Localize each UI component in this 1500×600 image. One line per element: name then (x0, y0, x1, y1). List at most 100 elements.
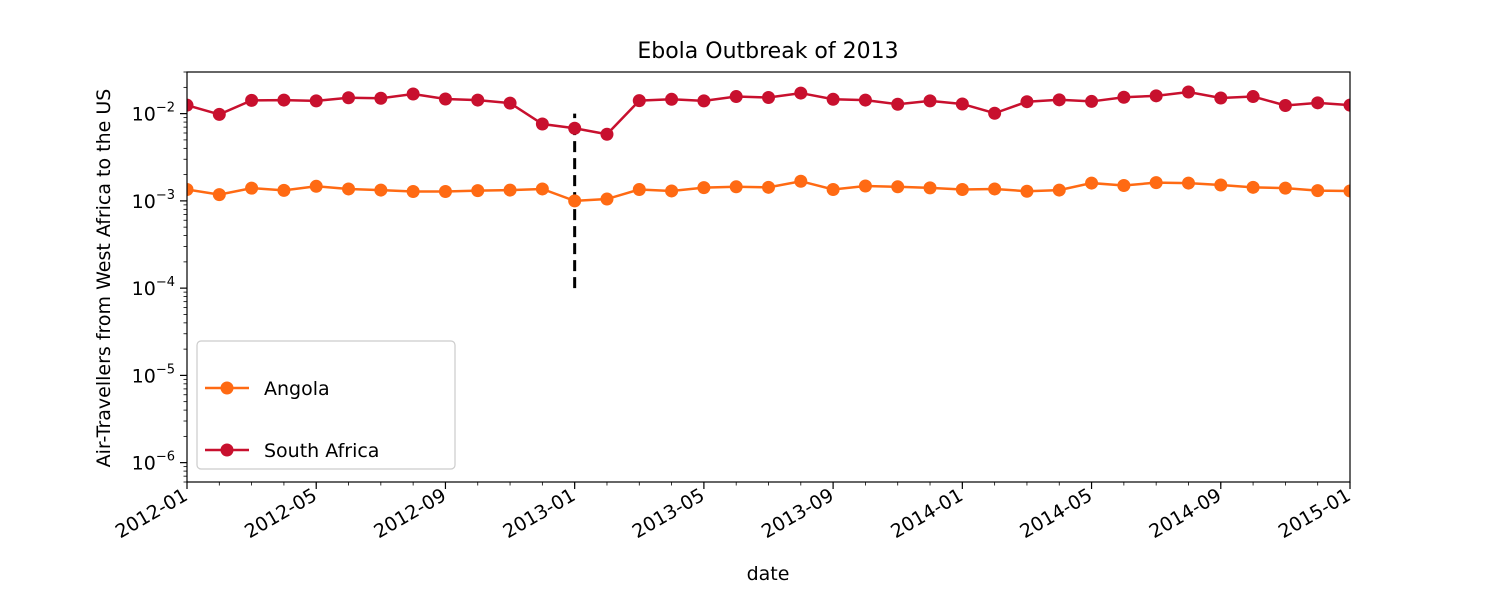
data-point (729, 180, 743, 194)
legend-marker (220, 381, 234, 395)
x-tick-label: 2012-01 (112, 484, 192, 543)
y-tick-label: 10−4 (132, 275, 175, 300)
data-point (342, 91, 356, 105)
x-tick-label: 2014-01 (887, 484, 967, 543)
data-point (826, 92, 840, 106)
x-tick-label: 2013-01 (499, 484, 579, 543)
data-point (1181, 85, 1195, 99)
data-point (794, 174, 808, 188)
data-point (762, 180, 775, 194)
data-point (406, 185, 420, 199)
data-point (600, 192, 614, 206)
data-point (245, 181, 259, 195)
data-point (988, 106, 1002, 120)
data-point (826, 183, 840, 197)
data-point (1052, 93, 1066, 107)
data-point (1117, 90, 1131, 104)
series-group (187, 85, 1350, 289)
legend-marker (220, 443, 234, 457)
data-point (1278, 181, 1292, 195)
data-point (212, 107, 226, 121)
data-point (1052, 183, 1066, 197)
y-axis-label: Air-Travellers from West Africa to the U… (93, 89, 115, 468)
data-point (309, 179, 323, 193)
data-point (438, 185, 452, 199)
legend: Angola South Africa (196, 340, 456, 470)
legend-label: South Africa (264, 440, 379, 462)
x-tick-label: 2013-09 (758, 484, 838, 543)
data-point (374, 91, 388, 105)
data-point (438, 92, 452, 106)
x-tick-label: 2015-01 (1275, 484, 1355, 543)
data-point (1181, 176, 1195, 190)
data-point (187, 183, 194, 197)
data-point (503, 183, 517, 197)
data-point (632, 94, 646, 108)
y-tick-label: 10−5 (132, 362, 175, 387)
data-point (1343, 98, 1350, 112)
data-point (187, 98, 194, 112)
data-point (891, 180, 905, 194)
data-point (891, 97, 905, 111)
data-point (1149, 89, 1163, 103)
data-point (1343, 184, 1350, 198)
x-axis-label: date (747, 563, 790, 585)
chart-title: Ebola Outbreak of 2013 (637, 39, 898, 64)
plot-area: 10−6 10−5 10−4 10−3 10−2 2012-01 2012-05 2012-0… (112, 71, 1355, 543)
data-point (762, 91, 775, 105)
legend-box (196, 340, 456, 470)
data-point (471, 93, 485, 107)
data-point (1020, 184, 1034, 198)
data-point (406, 87, 420, 101)
y-tick-label: 10−6 (132, 450, 175, 475)
data-point (955, 97, 969, 111)
data-point (1311, 96, 1325, 110)
x-tick-label: 2014-09 (1146, 484, 1226, 543)
data-point (1214, 91, 1228, 105)
data-point (858, 93, 872, 107)
data-point (245, 93, 259, 107)
data-point (1246, 180, 1260, 194)
y-tick-label: 10−3 (132, 188, 175, 213)
x-tick-label: 2012-05 (241, 484, 321, 543)
data-point (632, 183, 646, 197)
data-point (568, 121, 582, 135)
data-point (1278, 98, 1292, 112)
data-point (1085, 94, 1099, 108)
data-point (955, 183, 969, 197)
data-point (600, 127, 614, 141)
data-point (503, 96, 517, 110)
data-point (923, 181, 937, 195)
data-point (988, 182, 1002, 196)
data-point (665, 184, 679, 198)
data-point (1020, 95, 1034, 109)
data-point (1149, 176, 1163, 190)
data-point (1311, 184, 1325, 198)
plot-frame (186, 71, 1351, 483)
data-point (535, 182, 549, 196)
data-point (471, 184, 485, 198)
data-point (277, 93, 291, 107)
data-point (697, 181, 711, 195)
data-point (697, 94, 711, 108)
data-point (923, 94, 937, 108)
x-tick-label: 2014-05 (1016, 484, 1096, 543)
x-tick-label: 2013-05 (629, 484, 709, 543)
y-tick-label: 10−2 (132, 101, 175, 126)
data-point (794, 86, 808, 100)
x-tick-label: 2012-09 (370, 484, 450, 543)
data-point (277, 183, 291, 197)
data-point (535, 117, 549, 131)
data-point (374, 183, 388, 197)
data-point (729, 90, 743, 104)
data-point (1117, 179, 1131, 193)
data-point (1214, 178, 1228, 192)
data-point (1085, 176, 1099, 190)
data-point (1246, 90, 1260, 104)
data-point (858, 179, 872, 193)
data-point (342, 182, 356, 196)
legend-label: Angola (264, 378, 330, 400)
data-point (665, 92, 679, 106)
data-point (568, 194, 582, 208)
